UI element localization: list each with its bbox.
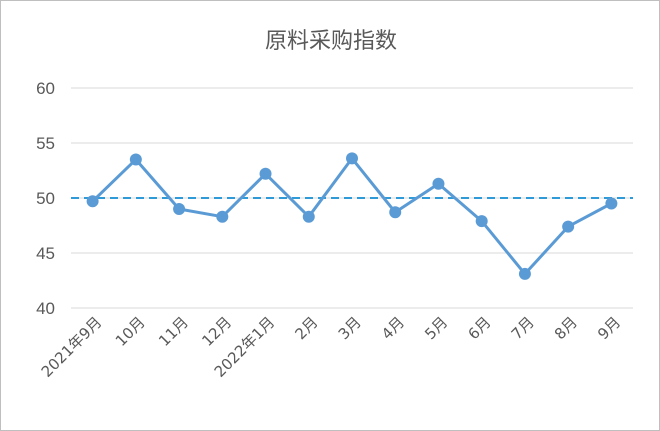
x-tick-label-12: 9月: [594, 313, 624, 343]
x-tick-label-9: 6月: [464, 313, 494, 343]
data-point-7: [389, 206, 402, 219]
x-tick-label-8: 5月: [421, 313, 451, 343]
y-axis-ticks: 40 45 50 55 60: [36, 79, 55, 318]
data-point-6: [346, 152, 358, 165]
data-point-9: [475, 215, 488, 228]
x-tick-label-3: 12月: [198, 313, 235, 350]
data-point-8: [432, 177, 445, 190]
series-group: [86, 152, 618, 280]
data-point-2: [173, 203, 186, 215]
y-tick-label-0: 40: [36, 299, 55, 318]
chart-title: 原料采购指数: [265, 29, 397, 54]
y-tick-label-1: 45: [36, 244, 55, 263]
data-point-0: [86, 195, 99, 208]
data-point-11: [562, 220, 575, 233]
y-tick-label-3: 55: [36, 134, 55, 153]
data-point-4: [259, 167, 272, 180]
data-point-1: [129, 153, 142, 166]
x-tick-label-2: 11月: [155, 313, 192, 350]
data-point-12: [605, 197, 618, 210]
series-line: [91, 156, 613, 276]
x-tick-label-6: 3月: [335, 313, 365, 343]
data-point-5: [302, 210, 315, 223]
y-tick-label-2: 50: [36, 189, 55, 208]
x-tick-label-11: 8月: [551, 313, 581, 343]
x-tick-label-1: 10月: [112, 313, 149, 350]
y-tick-label-4: 60: [36, 79, 55, 98]
x-tick-label-7: 4月: [378, 313, 408, 343]
x-tick-label-10: 7月: [508, 313, 538, 343]
data-point-10: [518, 267, 531, 280]
data-point-3: [216, 210, 229, 223]
x-tick-label-5: 2月: [292, 313, 322, 343]
x-tick-label-0: 2021年9月: [38, 313, 106, 381]
